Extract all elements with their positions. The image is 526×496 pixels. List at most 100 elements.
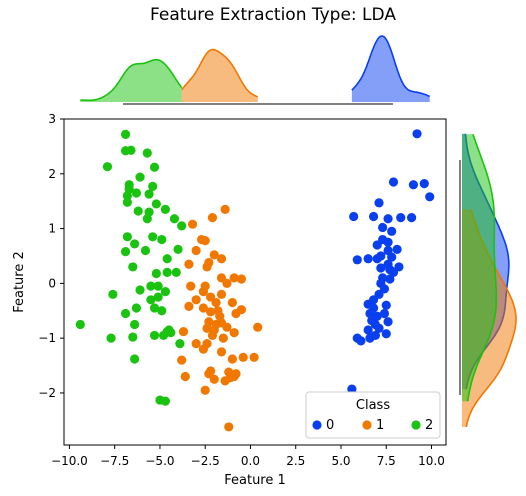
data-point-class-2	[157, 234, 167, 245]
data-point-class-1	[222, 278, 232, 288]
data-point-class-2	[108, 289, 118, 299]
data-point-class-0	[365, 308, 375, 319]
data-point-class-0	[383, 214, 393, 224]
legend-label-class-0: 0	[326, 418, 334, 433]
data-point-class-2	[148, 232, 158, 242]
data-point-class-2	[146, 281, 156, 291]
legend-label-class-1: 1	[376, 418, 384, 433]
data-point-class-1	[224, 422, 234, 432]
data-point-class-0	[412, 129, 422, 139]
data-point-class-1	[222, 322, 232, 332]
right-kde-line-class-2	[466, 134, 498, 402]
data-point-class-1	[191, 295, 201, 305]
data-point-class-0	[419, 179, 429, 189]
data-point-class-2	[135, 285, 145, 295]
data-point-class-1	[202, 323, 212, 333]
data-point-class-0	[392, 244, 402, 254]
data-point-class-1	[191, 339, 201, 349]
data-point-class-2	[162, 254, 172, 264]
data-point-class-1	[200, 236, 210, 246]
data-point-class-1	[227, 354, 237, 364]
plot-area-frame	[63, 118, 447, 446]
data-point-class-2	[135, 172, 145, 182]
x-axis-label: Feature 1	[224, 473, 286, 488]
data-point-class-0	[372, 254, 382, 264]
right-marginal-kde	[462, 133, 517, 428]
scatter-points	[75, 129, 435, 432]
data-point-class-2	[149, 303, 160, 313]
data-point-class-2	[122, 197, 132, 207]
data-point-class-2	[160, 286, 170, 297]
data-point-class-2	[162, 267, 172, 278]
data-point-class-2	[120, 129, 131, 139]
data-point-class-2	[120, 246, 131, 257]
data-point-class-1	[187, 219, 198, 229]
data-point-class-2	[175, 339, 185, 349]
legend: Class 0 1 2	[305, 391, 441, 439]
data-point-class-2	[140, 245, 151, 256]
data-point-class-2	[106, 333, 116, 343]
data-point-class-2	[133, 206, 143, 216]
top-kde-fill-class-1	[181, 49, 258, 102]
x-tick-label: −5.0	[145, 454, 174, 468]
data-point-class-0	[396, 213, 406, 223]
data-point-class-2	[149, 330, 160, 341]
data-point-class-1	[178, 326, 189, 337]
data-point-class-2	[142, 214, 152, 224]
data-point-class-1	[184, 259, 194, 269]
data-point-class-2	[169, 214, 180, 224]
data-point-class-1	[198, 303, 209, 313]
y-axis-label: Feature 2	[12, 251, 27, 313]
data-point-class-2	[151, 199, 161, 209]
data-point-class-1	[229, 371, 239, 382]
data-point-class-2	[177, 221, 187, 231]
data-point-class-0	[349, 211, 359, 222]
data-point-class-1	[198, 286, 209, 297]
x-axis-ticks: −10.0 −7.5 −5.0 −2.5 0.0 2.5 5.0 7.5 10.0	[51, 445, 445, 468]
data-point-class-1	[216, 347, 227, 357]
data-point-class-0	[383, 237, 393, 247]
data-point-class-2	[171, 267, 181, 278]
data-point-class-2	[160, 204, 170, 215]
x-tick-label: 7.5	[377, 454, 396, 468]
data-point-class-2	[120, 308, 131, 319]
data-point-class-1	[198, 344, 209, 354]
data-point-class-2	[151, 268, 161, 279]
data-point-class-1	[249, 352, 259, 362]
data-point-class-1	[220, 376, 230, 386]
x-tick-label: 2.5	[286, 454, 305, 468]
data-point-class-2	[130, 354, 140, 364]
data-point-class-0	[385, 274, 395, 284]
data-point-class-1	[253, 322, 263, 332]
data-point-class-2	[157, 306, 167, 316]
data-point-class-2	[130, 239, 140, 249]
y-axis-ticks: −2 −1 0 1 2 3	[38, 112, 64, 400]
y-tick-label: 1	[48, 222, 56, 236]
data-point-class-2	[128, 262, 138, 272]
chart-title: Feature Extraction Type: LDA	[150, 5, 396, 25]
data-point-class-1	[207, 330, 218, 341]
data-point-class-1	[184, 301, 194, 311]
data-point-class-2	[131, 188, 142, 198]
legend-marker-class-2	[411, 420, 421, 430]
legend-box	[305, 391, 441, 439]
data-point-class-2	[102, 162, 113, 172]
data-point-class-1	[231, 308, 241, 319]
data-point-class-1	[227, 297, 237, 308]
data-point-class-2	[131, 303, 142, 313]
data-point-class-0	[347, 384, 357, 394]
data-point-class-2	[162, 326, 172, 337]
data-point-class-0	[363, 254, 373, 264]
data-point-class-0	[374, 198, 384, 208]
y-tick-label: 3	[48, 112, 56, 126]
data-point-class-2	[128, 332, 138, 342]
x-tick-label: 0.0	[241, 454, 260, 468]
data-point-class-0	[372, 240, 382, 250]
y-tick-label: −2	[38, 386, 56, 400]
data-point-class-0	[365, 333, 375, 343]
data-point-class-0	[387, 252, 397, 262]
data-point-class-0	[379, 308, 390, 319]
data-point-class-2	[153, 281, 163, 291]
x-tick-label: −2.5	[191, 454, 220, 468]
data-point-class-1	[216, 254, 227, 264]
